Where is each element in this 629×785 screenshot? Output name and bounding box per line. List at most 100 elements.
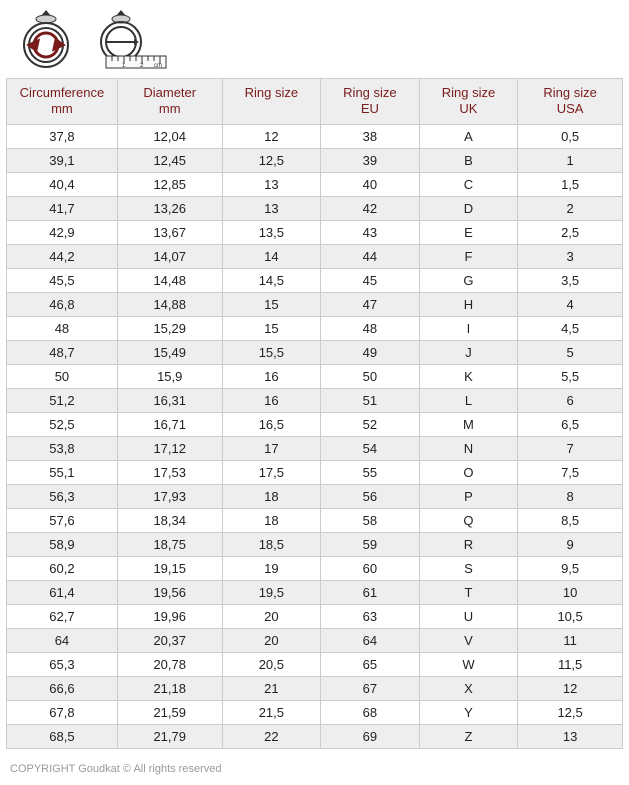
table-cell: 61 — [321, 580, 420, 604]
table-row: 39,112,4512,539B1 — [7, 148, 623, 172]
col-header-line2: mm — [120, 101, 220, 117]
table-cell: 53,8 — [7, 436, 118, 460]
table-cell: 19,56 — [117, 580, 222, 604]
col-header-5: Ring sizeUSA — [518, 79, 623, 125]
table-cell: 39 — [321, 148, 420, 172]
table-cell: 15,29 — [117, 316, 222, 340]
table-cell: 8 — [518, 484, 623, 508]
table-cell: 46,8 — [7, 292, 118, 316]
table-cell: 10,5 — [518, 604, 623, 628]
table-cell: F — [419, 244, 518, 268]
table-cell: 5 — [518, 340, 623, 364]
table-row: 37,812,041238A0,5 — [7, 124, 623, 148]
table-header-row: CircumferencemmDiametermmRing sizeRing s… — [7, 79, 623, 125]
col-header-line2: UK — [422, 101, 516, 117]
table-cell: 15 — [222, 316, 321, 340]
table-cell: 62,7 — [7, 604, 118, 628]
table-row: 62,719,962063U10,5 — [7, 604, 623, 628]
table-cell: 15,9 — [117, 364, 222, 388]
table-cell: 12,5 — [222, 148, 321, 172]
table-cell: 0,5 — [518, 124, 623, 148]
col-header-line1: Ring size — [323, 85, 417, 101]
table-cell: 59 — [321, 532, 420, 556]
ring-diameter-ruler-icon: 1 2 cm — [96, 10, 176, 70]
table-cell: 16 — [222, 388, 321, 412]
table-cell: 14,5 — [222, 268, 321, 292]
table-row: 60,219,151960S9,5 — [7, 556, 623, 580]
table-cell: 56 — [321, 484, 420, 508]
table-cell: 56,3 — [7, 484, 118, 508]
table-row: 61,419,5619,561T10 — [7, 580, 623, 604]
table-row: 57,618,341858Q8,5 — [7, 508, 623, 532]
table-cell: 8,5 — [518, 508, 623, 532]
col-header-line1: Diameter — [120, 85, 220, 101]
table-cell: 3 — [518, 244, 623, 268]
table-cell: 13,26 — [117, 196, 222, 220]
table-cell: 49 — [321, 340, 420, 364]
table-cell: 65 — [321, 652, 420, 676]
table-cell: 13,5 — [222, 220, 321, 244]
table-cell: O — [419, 460, 518, 484]
table-cell: C — [419, 172, 518, 196]
col-header-line2: mm — [9, 101, 115, 117]
table-cell: 11 — [518, 628, 623, 652]
table-cell: 61,4 — [7, 580, 118, 604]
table-cell: 66,6 — [7, 676, 118, 700]
table-cell: 21,18 — [117, 676, 222, 700]
table-row: 4815,291548I4,5 — [7, 316, 623, 340]
table-cell: 19,15 — [117, 556, 222, 580]
table-cell: W — [419, 652, 518, 676]
table-cell: 52,5 — [7, 412, 118, 436]
table-cell: 37,8 — [7, 124, 118, 148]
table-cell: 44,2 — [7, 244, 118, 268]
table-cell: 18,75 — [117, 532, 222, 556]
table-cell: 20,78 — [117, 652, 222, 676]
col-header-line2: EU — [323, 101, 417, 117]
table-cell: 22 — [222, 724, 321, 748]
table-cell: 12,85 — [117, 172, 222, 196]
table-row: 48,715,4915,549J5 — [7, 340, 623, 364]
svg-text:cm: cm — [154, 63, 162, 69]
table-cell: 67,8 — [7, 700, 118, 724]
table-cell: 17,12 — [117, 436, 222, 460]
table-cell: 42,9 — [7, 220, 118, 244]
table-cell: 47 — [321, 292, 420, 316]
table-cell: 18 — [222, 484, 321, 508]
table-cell: 41,7 — [7, 196, 118, 220]
table-cell: R — [419, 532, 518, 556]
col-header-2: Ring size — [222, 79, 321, 125]
table-cell: K — [419, 364, 518, 388]
table-cell: M — [419, 412, 518, 436]
table-row: 41,713,261342D2 — [7, 196, 623, 220]
table-cell: U — [419, 604, 518, 628]
table-cell: D — [419, 196, 518, 220]
table-cell: 58,9 — [7, 532, 118, 556]
table-cell: X — [419, 676, 518, 700]
table-cell: 20 — [222, 604, 321, 628]
table-cell: 57,6 — [7, 508, 118, 532]
table-row: 58,918,7518,559R9 — [7, 532, 623, 556]
table-cell: 14,07 — [117, 244, 222, 268]
table-cell: 18 — [222, 508, 321, 532]
table-row: 55,117,5317,555O7,5 — [7, 460, 623, 484]
table-cell: 58 — [321, 508, 420, 532]
col-header-line2: USA — [520, 101, 620, 117]
col-header-line1: Ring size — [422, 85, 516, 101]
table-cell: 44 — [321, 244, 420, 268]
table-cell: 15 — [222, 292, 321, 316]
table-cell: Z — [419, 724, 518, 748]
table-cell: 60 — [321, 556, 420, 580]
table-cell: 16,71 — [117, 412, 222, 436]
table-cell: 12 — [222, 124, 321, 148]
table-cell: 38 — [321, 124, 420, 148]
table-cell: 9,5 — [518, 556, 623, 580]
table-cell: 13 — [222, 172, 321, 196]
table-cell: 16 — [222, 364, 321, 388]
icons-row: 1 2 cm — [6, 6, 623, 78]
table-cell: L — [419, 388, 518, 412]
table-cell: 19,96 — [117, 604, 222, 628]
table-cell: 15,5 — [222, 340, 321, 364]
table-cell: 43 — [321, 220, 420, 244]
table-cell: 51,2 — [7, 388, 118, 412]
table-cell: 11,5 — [518, 652, 623, 676]
